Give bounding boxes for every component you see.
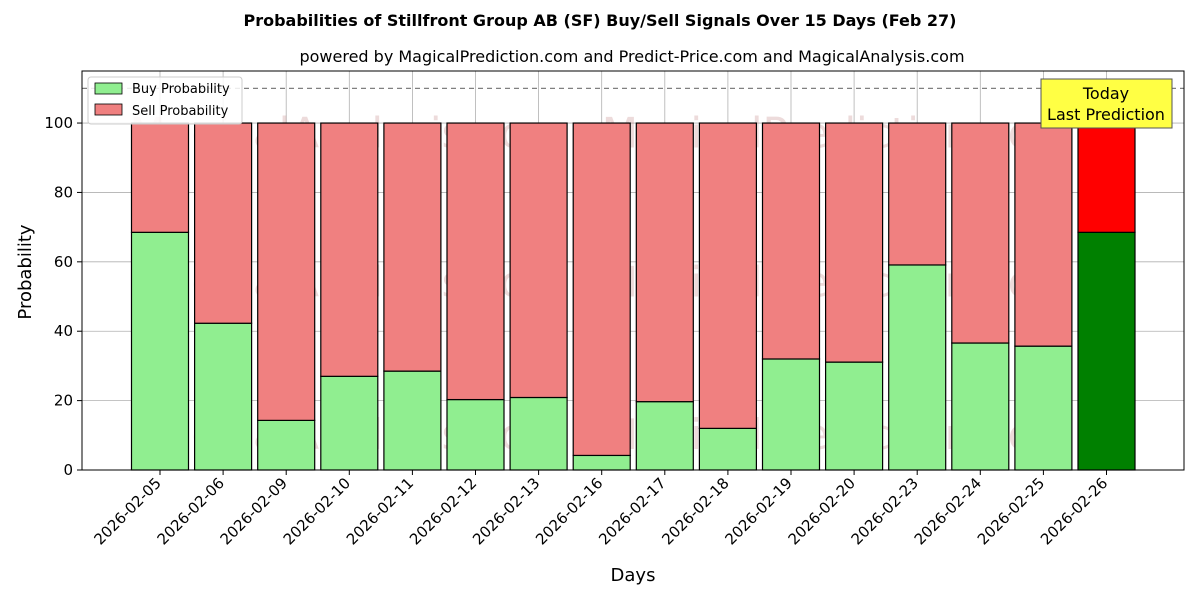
y-tick-label: 100 — [44, 114, 73, 132]
today-annotation: Today Last Prediction — [1040, 78, 1173, 129]
today-annotation-line2: Last Prediction — [1047, 105, 1165, 124]
x-tick-label: 2026-02-16 — [532, 474, 606, 548]
bar-buy-2026-02-09 — [257, 419, 316, 471]
bar-sell-2026-02-23 — [888, 122, 947, 266]
bar-sell-2026-02-24 — [951, 122, 1010, 344]
x-tick-label: 2026-02-10 — [280, 474, 354, 548]
bar-buy-2026-02-18 — [698, 427, 758, 471]
x-tick-label: 2026-02-09 — [217, 474, 291, 548]
legend-label-buy: Buy Probability — [132, 82, 230, 97]
bar-buy-2026-02-19 — [761, 358, 821, 471]
y-axis: 0 20 40 60 80 100 — [44, 114, 82, 479]
bar-sell-2026-02-09 — [257, 122, 316, 421]
bar-sell-2026-02-13 — [509, 122, 568, 399]
plot-frame — [81, 70, 1185, 471]
x-tick-label: 2026-02-18 — [658, 474, 732, 548]
legend-swatch-buy — [94, 82, 123, 95]
bar-sell-2026-02-16 — [572, 122, 631, 457]
bar-sell-2026-02-26 — [1077, 122, 1136, 233]
bar-sell-2026-02-19 — [761, 122, 821, 360]
bar-buy-2026-02-10 — [320, 375, 379, 471]
x-axis-label: Days — [611, 565, 656, 586]
x-tick-label: 2026-02-25 — [974, 474, 1048, 548]
bar-buy-2026-02-13 — [509, 396, 568, 471]
y-tick-label: 40 — [54, 322, 73, 340]
bar-sell-2026-02-25 — [1014, 122, 1073, 347]
x-tick-label: 2026-02-11 — [343, 474, 417, 548]
bar-buy-2026-02-23 — [888, 264, 947, 471]
x-tick-label: 2026-02-26 — [1037, 474, 1111, 548]
bar-buy-2026-02-11 — [383, 370, 442, 471]
bar-buy-2026-02-06 — [194, 322, 253, 471]
bar-buy-2026-02-20 — [824, 361, 884, 471]
chart-title: Probabilities of Stillfront Group AB (SF… — [243, 11, 956, 30]
y-tick-label: 60 — [54, 253, 73, 271]
bar-sell-2026-02-20 — [824, 122, 884, 363]
bar-buy-2026-02-24 — [951, 342, 1010, 471]
bar-sell-2026-02-12 — [446, 122, 505, 401]
bar-buy-2026-02-26 — [1077, 231, 1136, 471]
today-annotation-line1: Today — [1082, 84, 1129, 103]
bar-sell-2026-02-10 — [320, 122, 379, 377]
today-annotation-box — [1040, 78, 1173, 129]
legend-swatch-sell — [94, 103, 123, 116]
y-tick-label: 20 — [54, 392, 73, 410]
legend: Buy Probability Sell Probability — [87, 76, 243, 125]
bar-sell-2026-02-05 — [130, 122, 190, 233]
bar-sell-2026-02-11 — [383, 122, 442, 372]
bar-buy-2026-02-16 — [572, 454, 631, 471]
x-tick-label: 2026-02-19 — [721, 474, 795, 548]
bars — [130, 122, 1136, 471]
bar-buy-2026-02-12 — [446, 398, 505, 471]
bar-sell-2026-02-17 — [635, 122, 694, 403]
x-tick-label: 2026-02-23 — [848, 474, 922, 548]
x-tick-label: 2026-02-13 — [469, 474, 543, 548]
x-tick-label: 2026-02-24 — [911, 474, 985, 548]
y-tick-label: 80 — [54, 183, 73, 201]
bar-sell-2026-02-18 — [698, 122, 758, 429]
x-tick-label: 2026-02-05 — [90, 474, 164, 548]
x-tick-label: 2026-02-06 — [154, 474, 228, 548]
bar-buy-2026-02-17 — [635, 401, 694, 471]
x-tick-label: 2026-02-20 — [785, 474, 859, 548]
x-axis: 2026-02-052026-02-062026-02-092026-02-10… — [90, 470, 1111, 548]
legend-label-sell: Sell Probability — [132, 104, 229, 119]
y-axis-label: Probability — [15, 224, 36, 319]
bar-buy-2026-02-05 — [130, 231, 190, 471]
legend-frame — [87, 76, 243, 125]
x-tick-label: 2026-02-12 — [406, 474, 480, 548]
y-tick-label: 0 — [63, 461, 73, 479]
x-tick-label: 2026-02-17 — [595, 474, 669, 548]
bar-buy-2026-02-25 — [1014, 345, 1073, 471]
chart-subtitle: powered by MagicalPrediction.com and Pre… — [299, 47, 964, 66]
bar-sell-2026-02-06 — [194, 122, 253, 324]
